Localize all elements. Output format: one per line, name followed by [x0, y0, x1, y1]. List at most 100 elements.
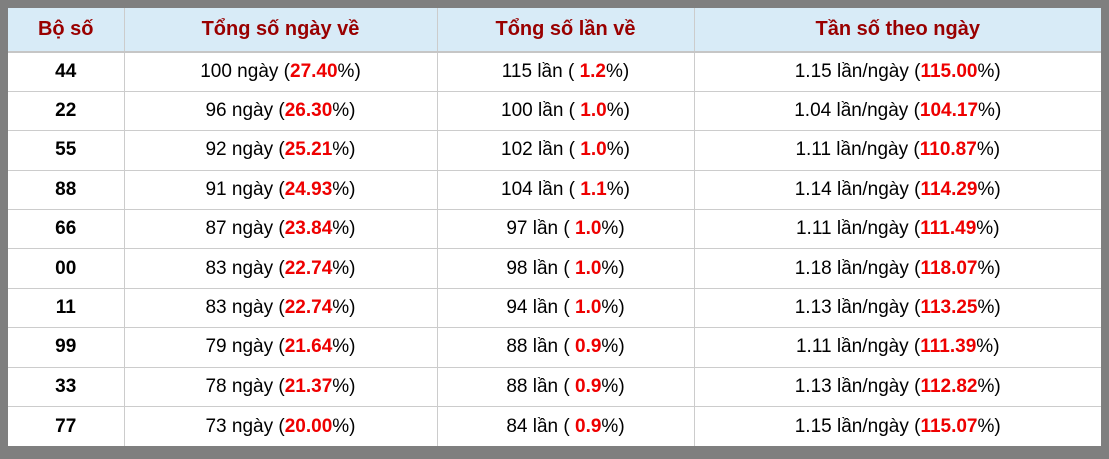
pair-cell: 44	[8, 52, 125, 92]
cell-text: 1.13 lần/ngày (	[794, 297, 921, 319]
percent-value: 23.84	[284, 218, 333, 240]
percent-value: 111.39	[920, 336, 977, 358]
days-cell: 78 ngày (21.37%)	[124, 367, 438, 408]
table-header: Bộ số Tổng số ngày về Tổng số lần về Tần…	[8, 8, 1101, 53]
pair-cell: 77	[8, 406, 125, 446]
column-header-times: Tổng số lần về	[437, 8, 695, 53]
cell-text: 96 ngày (	[205, 100, 285, 122]
percent-value: 1.0	[580, 139, 607, 161]
times-cell: 115 lần ( 1.2%)	[437, 52, 695, 92]
cell-text: %)	[978, 100, 1002, 122]
cell-text: %)	[606, 178, 630, 200]
cell-text: 97 lần (	[506, 218, 575, 240]
cell-text: %)	[601, 415, 625, 437]
percent-value: 25.21	[284, 139, 333, 161]
cell-text: %)	[977, 257, 1001, 279]
pair-cell: 22	[8, 91, 125, 132]
percent-value: 115.00	[920, 60, 978, 82]
cell-text: 1.11 lần/ngày (	[795, 218, 921, 240]
percent-value: 21.64	[284, 336, 333, 358]
cell-text: 1.15 lần/ngày (	[794, 415, 921, 437]
cell-text: %)	[332, 178, 356, 200]
freq-cell: 1.13 lần/ngày (112.82%)	[694, 367, 1101, 408]
times-cell: 100 lần ( 1.0%)	[437, 91, 695, 132]
freq-cell: 1.15 lần/ngày (115.00%)	[694, 52, 1101, 92]
times-cell: 97 lần ( 1.0%)	[437, 209, 695, 250]
percent-value: 22.74	[284, 297, 333, 319]
cell-text: 78 ngày (	[205, 375, 285, 397]
cell-text: %)	[606, 100, 630, 122]
freq-cell: 1.11 lần/ngày (111.39%)	[694, 327, 1101, 368]
cell-text: %)	[337, 60, 361, 82]
percent-value: 27.40	[290, 60, 338, 82]
cell-text: 1.11 lần/ngày (	[795, 336, 921, 358]
cell-text: 102 lần (	[501, 139, 581, 161]
column-header-freq: Tần số theo ngày	[694, 8, 1101, 53]
cell-text: %)	[332, 415, 356, 437]
cell-text: 1.15 lần/ngày (	[794, 60, 921, 82]
cell-text: 100 lần (	[501, 100, 581, 122]
cell-text: %)	[977, 60, 1001, 82]
cell-text: %)	[601, 257, 625, 279]
days-cell: 73 ngày (20.00%)	[124, 406, 438, 446]
days-cell: 91 ngày (24.93%)	[124, 170, 438, 211]
freq-cell: 1.15 lần/ngày (115.07%)	[694, 406, 1101, 446]
cell-text: %)	[332, 257, 356, 279]
percent-value: 22.74	[284, 257, 333, 279]
cell-text: 1.04 lần/ngày (	[794, 100, 920, 122]
percent-value: 110.87	[919, 139, 977, 161]
days-cell: 100 ngày (27.40%)	[124, 52, 438, 92]
table-row: 55 92 ngày (25.21%) 102 lần ( 1.0%) 1.11 lầ…	[8, 130, 1101, 171]
freq-cell: 1.04 lần/ngày (104.17%)	[694, 91, 1101, 132]
pair-cell: 11	[8, 288, 125, 329]
cell-text: %)	[606, 60, 630, 82]
percent-value: 112.82	[920, 375, 978, 397]
days-cell: 92 ngày (25.21%)	[124, 130, 438, 171]
days-cell: 83 ngày (22.74%)	[124, 248, 438, 289]
cell-text: %)	[601, 375, 625, 397]
cell-text: 92 ngày (	[205, 139, 285, 161]
times-cell: 104 lần ( 1.1%)	[437, 170, 695, 211]
percent-value: 114.29	[920, 178, 978, 200]
percent-value: 24.93	[284, 178, 333, 200]
cell-text: 104 lần (	[501, 178, 581, 200]
percent-value: 118.07	[920, 257, 978, 279]
percent-value: 1.0	[580, 100, 607, 122]
pair-cell: 99	[8, 327, 125, 368]
times-cell: 94 lần ( 1.0%)	[437, 288, 695, 329]
cell-text: 87 ngày (	[205, 218, 285, 240]
percent-value: 21.37	[284, 375, 333, 397]
cell-text: %)	[977, 297, 1001, 319]
percent-value: 115.07	[920, 415, 978, 437]
table-row: 22 96 ngày (26.30%) 100 lần ( 1.0%) 1.04 lầ…	[8, 91, 1101, 132]
times-cell: 88 lần ( 0.9%)	[437, 367, 695, 408]
percent-value: 1.1	[580, 178, 607, 200]
cell-text: %)	[976, 139, 1001, 161]
table-row: 33 78 ngày (21.37%) 88 lần ( 0.9%) 1.13 lần…	[8, 367, 1101, 408]
percent-value: 111.49	[920, 218, 977, 240]
percent-value: 1.0	[575, 218, 602, 240]
cell-text: 79 ngày (	[205, 336, 285, 358]
freq-cell: 1.14 lần/ngày (114.29%)	[694, 170, 1101, 211]
cell-text: %)	[977, 178, 1001, 200]
cell-text: %)	[332, 297, 356, 319]
pair-cell: 88	[8, 170, 125, 211]
times-cell: 102 lần ( 1.0%)	[437, 130, 695, 171]
lottery-pair-stats-table: Bộ số Tổng số ngày về Tổng số lần về Tần…	[8, 8, 1101, 446]
percent-value: 104.17	[919, 100, 979, 122]
cell-text: 88 lần (	[506, 336, 575, 358]
percent-value: 0.9	[575, 375, 602, 397]
pair-cell: 33	[8, 367, 125, 408]
table-row: 66 87 ngày (23.84%) 97 lần ( 1.0%) 1.11 lần…	[8, 209, 1101, 250]
table-row: 44 100 ngày (27.40%) 115 lần ( 1.2%) 1.15 l…	[8, 52, 1101, 92]
percent-value: 26.30	[284, 100, 333, 122]
table-row: 11 83 ngày (22.74%) 94 lần ( 1.0%) 1.13 lần…	[8, 288, 1101, 329]
cell-text: 84 lần (	[506, 415, 575, 437]
cell-text: %)	[606, 139, 630, 161]
cell-text: %)	[601, 336, 625, 358]
table-row: 99 79 ngày (21.64%) 88 lần ( 0.9%) 1.11 lần…	[8, 327, 1101, 368]
percent-value: 0.9	[575, 336, 602, 358]
cell-text: %)	[332, 336, 356, 358]
cell-text: %)	[601, 218, 625, 240]
